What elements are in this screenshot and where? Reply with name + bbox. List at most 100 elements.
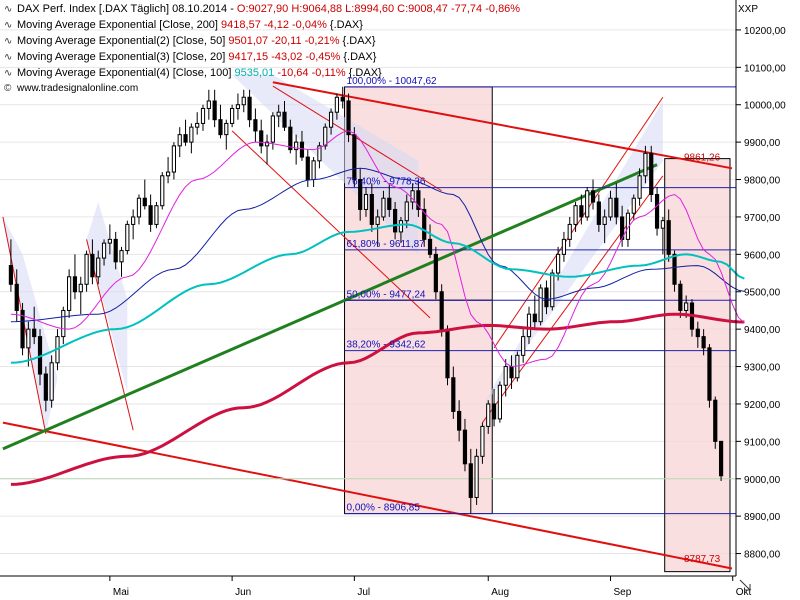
candle-body-down [288, 126, 293, 151]
candle [125, 220, 130, 255]
candle-body-up [410, 190, 415, 203]
candle-body-up [84, 253, 89, 285]
candle [212, 89, 217, 128]
candle-body-down [654, 193, 660, 229]
candle-body-up [235, 104, 241, 109]
candle-body-up [555, 253, 561, 274]
candle [107, 224, 112, 255]
candle [381, 190, 386, 221]
candle [427, 224, 433, 259]
candle-body-up [660, 220, 665, 229]
candle-body-up [637, 175, 642, 199]
candle [67, 269, 72, 318]
y-tick-label: 9900,00 [744, 138, 781, 149]
y-tick-label: 8900,00 [744, 512, 781, 523]
candle-body-up [78, 283, 83, 293]
candle [317, 142, 322, 169]
candle [387, 183, 392, 217]
candle-body-down [142, 197, 147, 207]
candle [480, 422, 485, 464]
candle-body-up [154, 205, 159, 225]
candle-body-up [521, 336, 526, 356]
candle-body-up [125, 223, 130, 252]
header-ohlc: O:9027,90 H:9064,88 L:8994,60 C:9008,47 … [236, 3, 521, 15]
candle-body-up [398, 220, 404, 233]
candle [294, 134, 299, 165]
channel-fill [232, 74, 419, 255]
candle-body-down [218, 119, 223, 136]
candle [43, 366, 48, 412]
candle-body-down [299, 141, 305, 158]
candle [247, 89, 252, 128]
candle-body-up [26, 328, 31, 349]
candle [590, 179, 596, 210]
candle [358, 168, 363, 221]
support-trendline [2, 421, 733, 570]
candle-body-down [183, 134, 188, 143]
candle-body-up [480, 425, 485, 457]
candle [96, 250, 101, 285]
candle [672, 250, 677, 292]
candle-body-down [468, 463, 473, 498]
y-tick-label: 10200,00 [744, 26, 786, 37]
candle [49, 355, 54, 408]
symbol-label: XXP [738, 4, 758, 15]
candle [84, 250, 89, 292]
candle [241, 89, 246, 113]
candle [666, 209, 671, 262]
candle-body-up [573, 205, 578, 225]
channel-line [231, 130, 431, 319]
candle [282, 100, 287, 131]
candle-body-up [381, 197, 386, 218]
chart-icon: ∿ [4, 4, 13, 15]
x-tick-label: Aug [491, 587, 509, 598]
candle-body-down [305, 156, 310, 181]
candle [462, 418, 468, 472]
candle-body-up [311, 160, 316, 181]
x-tick-label: Mai [113, 587, 129, 598]
candle-body-down [544, 287, 549, 308]
candle [707, 344, 712, 408]
candle-body-down [282, 111, 287, 128]
candle [474, 448, 479, 505]
candle [90, 239, 95, 285]
y-tick-label: 9400,00 [744, 325, 781, 336]
y-tick-label: 9100,00 [744, 437, 781, 448]
candle-body-up [363, 193, 369, 210]
x-tick-label: Sep [613, 587, 631, 598]
candle [660, 216, 665, 255]
candle-body-up [61, 309, 66, 338]
candle [72, 254, 78, 300]
candle-body-down [369, 193, 374, 225]
candle [224, 119, 229, 150]
candle [491, 388, 497, 427]
candle-body-up [561, 238, 567, 255]
fib-lower-box [344, 299, 493, 515]
candle-body-down [212, 100, 217, 121]
candle [200, 104, 206, 131]
candle-body-up [241, 96, 246, 106]
channel-line [493, 96, 664, 349]
candle [486, 400, 491, 434]
candle [195, 112, 200, 135]
y-tick-label: 9800,00 [744, 176, 781, 187]
candle [398, 216, 404, 244]
candle-body-down [701, 336, 706, 349]
candle-body-up [200, 107, 206, 124]
candle [497, 381, 502, 423]
candle-body-up [608, 197, 613, 218]
candle [416, 179, 421, 217]
candle-body-down [113, 238, 118, 263]
candle [113, 231, 118, 270]
candle-body-down [358, 179, 363, 210]
candle-body-up [538, 287, 543, 323]
candle-body-down [509, 366, 514, 379]
candle-body-down [649, 152, 654, 195]
candle [404, 194, 409, 229]
candle-body-up [107, 238, 112, 244]
candle [230, 104, 235, 128]
candle-body-up [49, 362, 54, 401]
candle [264, 134, 270, 165]
channel-fill [86, 201, 128, 393]
